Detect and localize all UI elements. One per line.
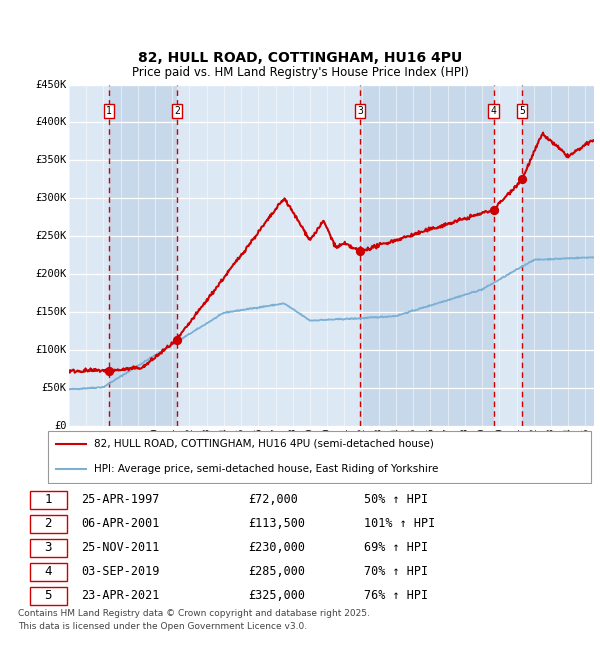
Text: 2: 2: [174, 106, 180, 116]
Text: 4: 4: [44, 566, 52, 578]
Text: 3: 3: [357, 106, 363, 116]
Text: £325,000: £325,000: [248, 589, 305, 602]
Text: Price paid vs. HM Land Registry's House Price Index (HPI): Price paid vs. HM Land Registry's House …: [131, 66, 469, 79]
FancyBboxPatch shape: [48, 431, 591, 482]
Text: £50K: £50K: [41, 383, 67, 393]
Bar: [522, 84, 594, 426]
Text: 76% ↑ HPI: 76% ↑ HPI: [364, 589, 428, 602]
Point: [355, 246, 365, 257]
Text: 50% ↑ HPI: 50% ↑ HPI: [364, 493, 428, 506]
Text: £400K: £400K: [35, 118, 67, 127]
FancyBboxPatch shape: [29, 515, 67, 533]
Text: £200K: £200K: [35, 269, 67, 279]
Text: 82, HULL ROAD, COTTINGHAM, HU16 4PU (semi-detached house): 82, HULL ROAD, COTTINGHAM, HU16 4PU (sem…: [94, 439, 434, 449]
Point: [104, 366, 114, 376]
Point: [489, 204, 499, 214]
FancyBboxPatch shape: [29, 539, 67, 557]
Text: 101% ↑ HPI: 101% ↑ HPI: [364, 517, 435, 530]
Text: 3: 3: [44, 541, 52, 554]
Text: 4: 4: [491, 106, 497, 116]
Text: £113,500: £113,500: [248, 517, 305, 530]
Point: [517, 174, 527, 185]
Text: 1: 1: [106, 106, 112, 116]
FancyBboxPatch shape: [29, 563, 67, 581]
Text: 69% ↑ HPI: 69% ↑ HPI: [364, 541, 428, 554]
Text: 1: 1: [44, 493, 52, 506]
Text: £150K: £150K: [35, 307, 67, 317]
Text: £350K: £350K: [35, 155, 67, 165]
Text: £72,000: £72,000: [248, 493, 298, 506]
Text: 5: 5: [44, 589, 52, 602]
Text: £250K: £250K: [35, 231, 67, 241]
Bar: [69, 84, 109, 426]
Text: £285,000: £285,000: [248, 566, 305, 578]
Bar: [109, 84, 177, 426]
Text: 06-APR-2001: 06-APR-2001: [82, 517, 160, 530]
Text: 2: 2: [44, 517, 52, 530]
Text: 03-SEP-2019: 03-SEP-2019: [82, 566, 160, 578]
Text: £230,000: £230,000: [248, 541, 305, 554]
Text: 25-APR-1997: 25-APR-1997: [82, 493, 160, 506]
Text: 23-APR-2021: 23-APR-2021: [82, 589, 160, 602]
Text: £0: £0: [54, 421, 67, 431]
Text: £450K: £450K: [35, 79, 67, 90]
Text: 25-NOV-2011: 25-NOV-2011: [82, 541, 160, 554]
Text: HPI: Average price, semi-detached house, East Riding of Yorkshire: HPI: Average price, semi-detached house,…: [94, 464, 439, 474]
Bar: [360, 84, 494, 426]
Text: £100K: £100K: [35, 345, 67, 355]
FancyBboxPatch shape: [29, 491, 67, 509]
FancyBboxPatch shape: [29, 587, 67, 605]
Text: 5: 5: [519, 106, 525, 116]
Point: [172, 335, 182, 345]
Text: £300K: £300K: [35, 193, 67, 203]
Bar: [177, 84, 360, 426]
Text: 70% ↑ HPI: 70% ↑ HPI: [364, 566, 428, 578]
Text: Contains HM Land Registry data © Crown copyright and database right 2025.
This d: Contains HM Land Registry data © Crown c…: [18, 609, 370, 630]
Text: 82, HULL ROAD, COTTINGHAM, HU16 4PU: 82, HULL ROAD, COTTINGHAM, HU16 4PU: [138, 51, 462, 65]
Bar: [494, 84, 522, 426]
